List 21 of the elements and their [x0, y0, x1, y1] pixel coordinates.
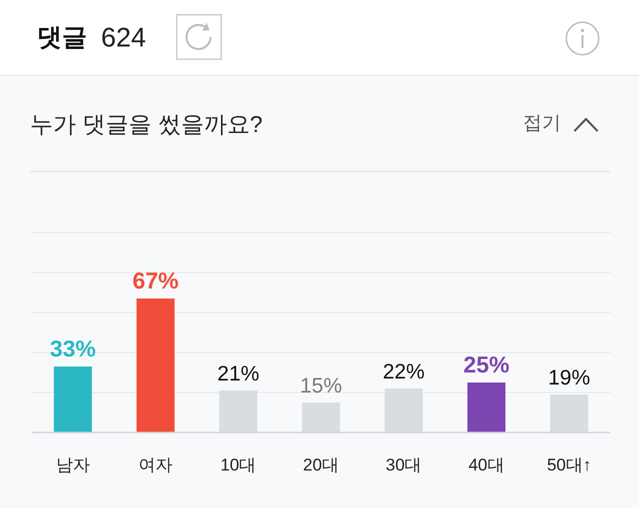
x-tick-label: 50대↑: [546, 456, 592, 474]
data-label: 22%: [382, 360, 425, 384]
text: 접기: [523, 113, 561, 135]
x-tick-label: 30대: [386, 456, 422, 474]
bar: [54, 366, 92, 432]
data-label: 15%: [300, 374, 342, 398]
x-tick-label: 10대: [220, 456, 256, 474]
text: 댓글: [37, 24, 87, 52]
data-label: 67%: [132, 268, 179, 294]
data-label: 19%: [548, 366, 590, 390]
chart-title: 누가 댓글을 썼을까요?: [30, 110, 263, 138]
data-label: 25%: [463, 352, 510, 378]
bar: [467, 382, 506, 432]
bar: [136, 298, 175, 432]
x-tick-label: 40대: [468, 456, 504, 474]
x-tick-label: 여자: [138, 456, 173, 474]
data-label: 33%: [50, 336, 96, 362]
data-label: 21%: [217, 362, 260, 386]
x-tick-label: 남자: [56, 456, 90, 474]
x-tick-label: 20대: [303, 456, 339, 474]
text: 624: [101, 22, 146, 54]
